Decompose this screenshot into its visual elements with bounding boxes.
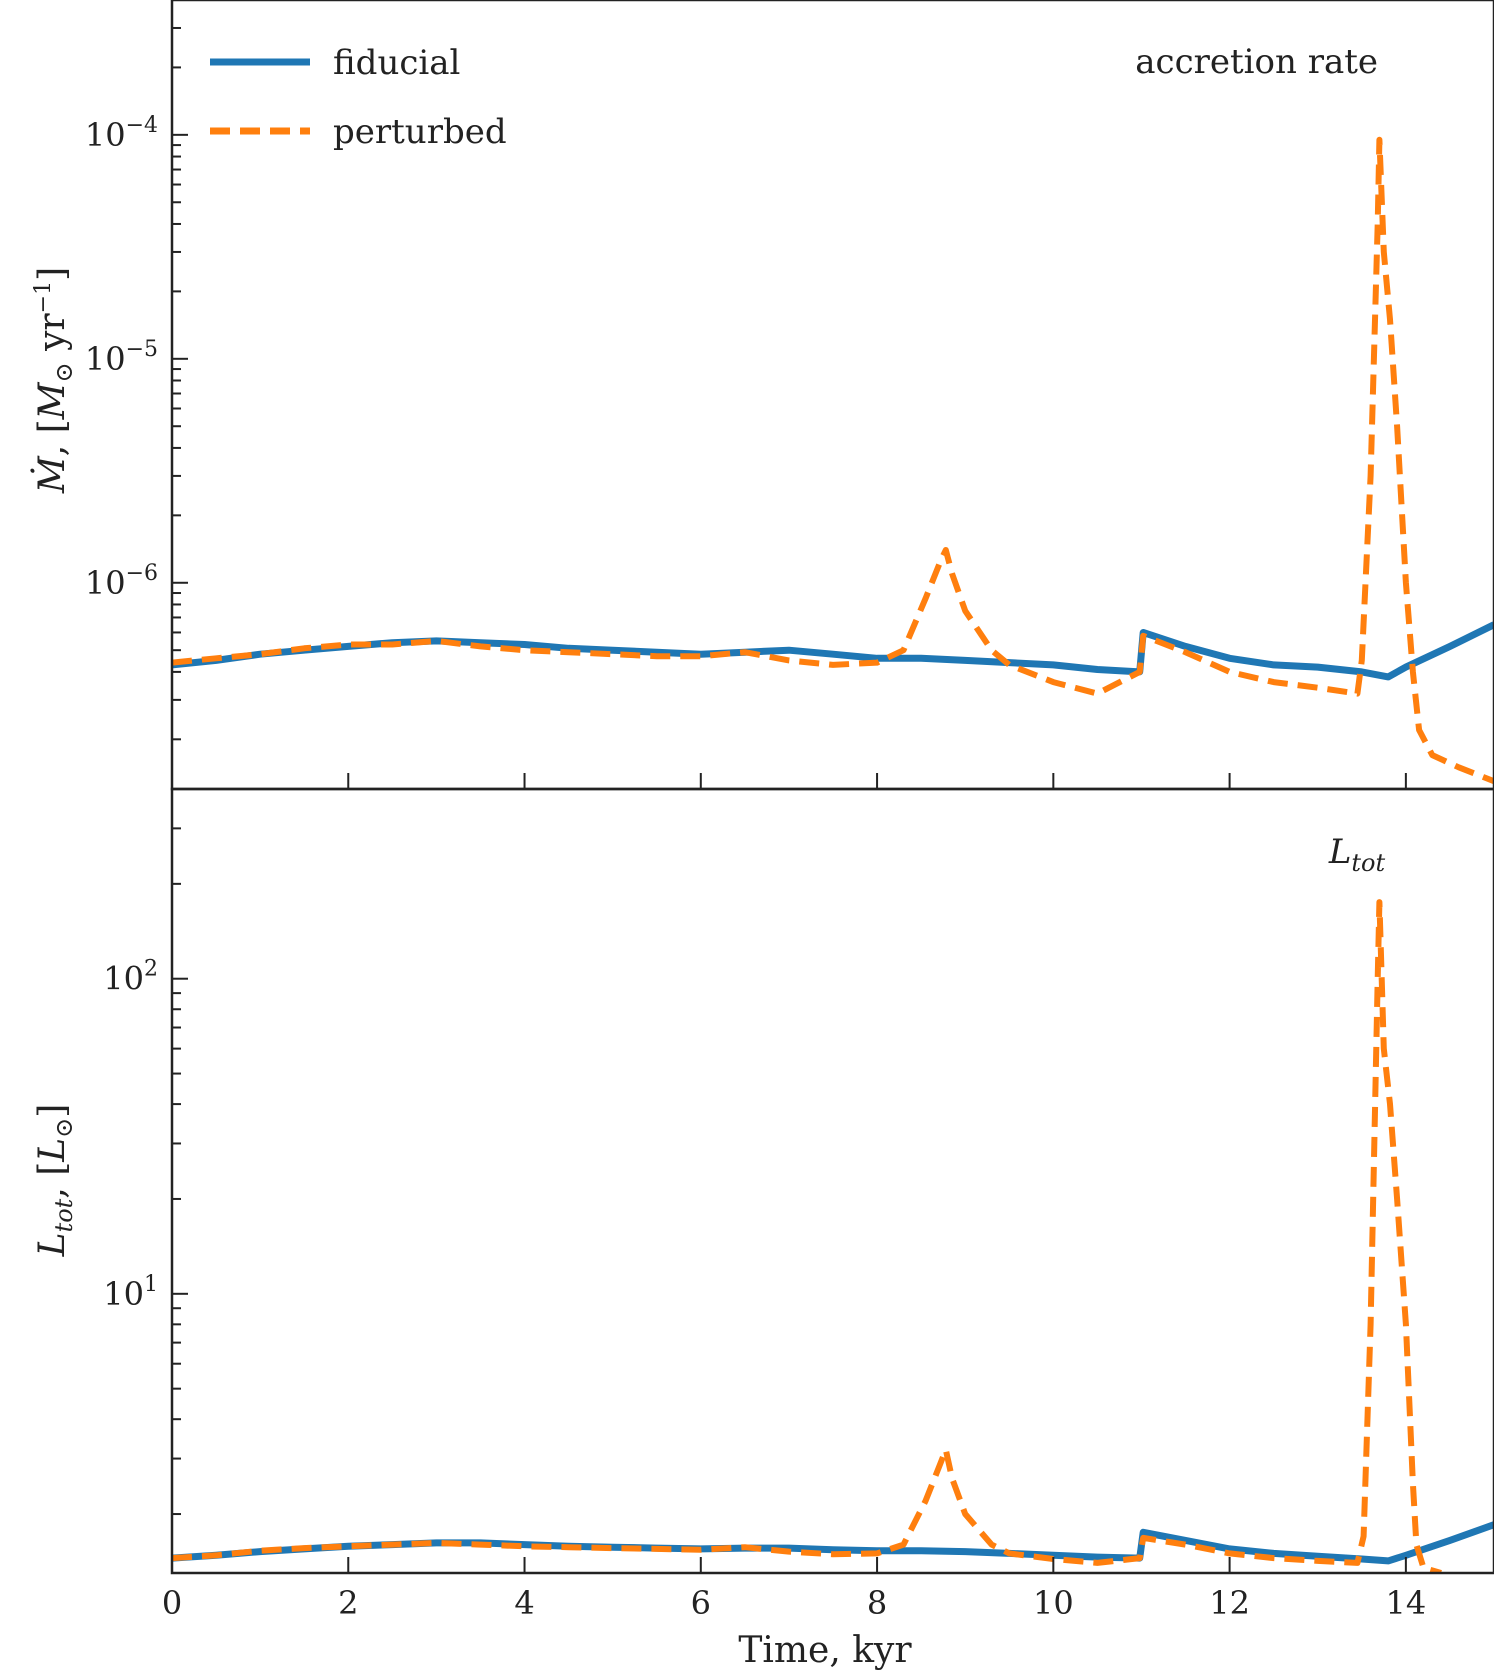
- annotation-ltot: Ltot: [1328, 832, 1386, 877]
- axis-ticks: 10−6 10−5 10−4 101 102 0 2 4 6 8 10 12 14: [85, 0, 1426, 1622]
- x-tick-label: 2: [338, 1584, 358, 1622]
- annotation-accretion-rate: accretion rate: [1135, 42, 1378, 82]
- accretion-y-tick-label: 10−4: [85, 113, 158, 154]
- x-axis-title: Time, kyr: [738, 1630, 912, 1671]
- y-axis-title-luminosity: Ltot, [L⊙]: [32, 1104, 78, 1258]
- x-tick-label: 6: [691, 1584, 711, 1622]
- y-axis-title-accretion: Ṁ, [M⊙ yr−1]: [31, 267, 78, 494]
- x-tick-label: 12: [1209, 1584, 1250, 1622]
- x-tick-label: 0: [162, 1584, 182, 1622]
- x-tick-label: 14: [1386, 1584, 1427, 1622]
- x-tick-label: 10: [1033, 1584, 1074, 1622]
- accretion-series-layer: [172, 136, 1494, 784]
- legend-label-fiducial: fiducial: [333, 43, 460, 83]
- luminosity-panel-frame: [170, 787, 1494, 1575]
- accretion-y-tick-label: 10−6: [85, 561, 158, 602]
- luminosity-y-tick-label: 101: [103, 1272, 158, 1313]
- accretion-series-perturbed: [172, 136, 1494, 784]
- x-tick-label: 8: [867, 1584, 887, 1622]
- svg-text:Ṁ, [M⊙ yr−1]: Ṁ, [M⊙ yr−1]: [31, 267, 78, 494]
- legend: fiducial perturbed: [210, 43, 507, 152]
- svg-text:Ltot, [L⊙]: Ltot, [L⊙]: [32, 1104, 78, 1258]
- accretion-y-tick-label: 10−5: [85, 337, 158, 378]
- luminosity-series-layer: [172, 899, 1494, 1573]
- luminosity-series-perturbed: [172, 899, 1442, 1573]
- legend-label-perturbed: perturbed: [333, 112, 507, 152]
- x-tick-label: 4: [514, 1584, 534, 1622]
- accretion-series-fiducial: [172, 621, 1494, 681]
- luminosity-y-tick-label: 102: [103, 957, 158, 998]
